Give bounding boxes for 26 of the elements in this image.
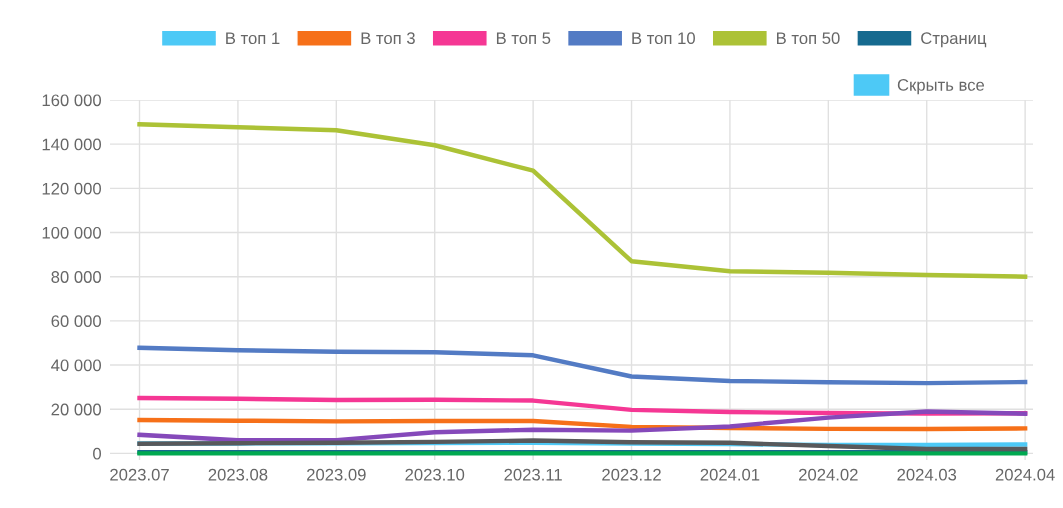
x-tick-label: 2023.12 xyxy=(602,468,661,481)
legend-label: В топ 3 xyxy=(361,32,415,45)
y-tick-label: 140 000 xyxy=(42,138,102,151)
legend-label: Страниц xyxy=(921,32,987,48)
legend-label: В топ 10 xyxy=(632,32,695,45)
y-tick-label: 100 000 xyxy=(42,226,102,239)
x-tick-label: 2024.03 xyxy=(897,468,957,481)
x-tick-label: 2024.01 xyxy=(700,468,760,481)
y-tick-label: 40 000 xyxy=(51,359,102,372)
y-tick-label: 80 000 xyxy=(51,271,102,283)
text: Скрыть все xyxy=(897,79,985,95)
y-tick-label: 0 xyxy=(93,447,102,460)
x-tick-label: 2023.08 xyxy=(208,468,268,481)
legend-label: В топ 1 xyxy=(226,32,280,45)
x-tick-label: 2023.10 xyxy=(405,468,465,481)
x-tick-label: 2023.07 xyxy=(110,468,169,481)
legend-label: В топ 5 xyxy=(496,32,551,45)
y-tick-label: 160 000 xyxy=(42,94,102,107)
legend-label: В топ 50 xyxy=(777,32,840,45)
x-tick-label: 2024.02 xyxy=(799,468,858,481)
x-tick-label: 2023.09 xyxy=(307,468,366,481)
y-tick-label: 120 000 xyxy=(42,182,102,195)
x-tick-label: 2024.04 xyxy=(995,468,1055,481)
y-tick-label: 60 000 xyxy=(51,315,102,328)
y-tick-label: 20 000 xyxy=(51,403,102,416)
x-tick-label: 2023.11 xyxy=(504,468,562,481)
